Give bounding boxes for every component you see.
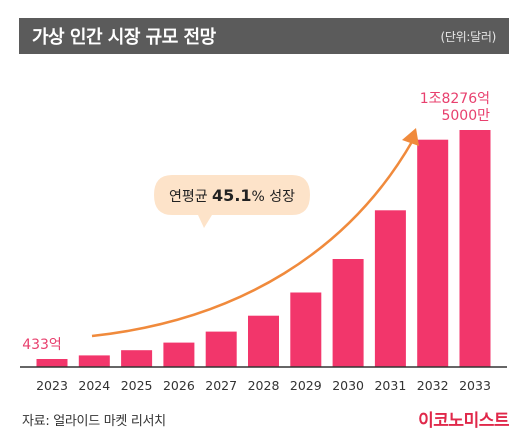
x-tick-label: 2024	[78, 378, 110, 393]
growth-arrow	[91, 139, 415, 338]
x-tick-label: 2027	[205, 378, 237, 393]
x-tick-label: 2023	[36, 378, 68, 393]
bar-2029	[290, 292, 322, 367]
x-tick-label: 2033	[459, 378, 491, 393]
unit-label: (단위:달러)	[440, 29, 497, 44]
annotation-value: 45.1	[212, 186, 251, 205]
bar-2027	[205, 331, 237, 367]
growth-annotation: 연평균 45.1% 성장	[169, 186, 295, 205]
callout-bubble	[154, 175, 310, 228]
bar-2028	[248, 315, 279, 367]
x-tick-label: 2029	[290, 378, 322, 393]
title-bar: 가상 인간 시장 규모 전망 (단위:달러)	[19, 18, 509, 54]
brand-logo: 이코노미스트	[418, 411, 509, 431]
x-tick-label: 2026	[163, 378, 195, 393]
data-label: 5000만	[441, 108, 490, 124]
x-tick-label: 2025	[121, 378, 153, 393]
annotation-prefix: 연평균	[169, 189, 212, 205]
bar-2026	[163, 342, 195, 367]
annotation-suffix: % 성장	[252, 189, 296, 205]
bar-2025	[121, 350, 153, 367]
bar-2031	[374, 210, 406, 367]
x-tick-label: 2032	[417, 378, 449, 393]
x-tick-label: 2030	[332, 378, 364, 393]
x-tick-label: 2031	[374, 378, 406, 393]
data-label: 1조8276억	[420, 91, 490, 107]
chart-title: 가상 인간 시장 규모 전망	[32, 27, 216, 48]
bar-2033	[459, 130, 491, 367]
data-label: 433억	[22, 337, 62, 353]
bar-2024	[78, 355, 110, 367]
x-tick-label: 2028	[248, 378, 280, 393]
source-note: 자료: 얼라이드 마켓 리서치	[22, 414, 166, 429]
growth-callout: 연평균 45.1% 성장	[154, 175, 310, 228]
arrow-head	[402, 128, 419, 146]
bar-2030	[332, 259, 364, 367]
bar-2023	[36, 359, 68, 367]
bar-2032	[417, 139, 449, 367]
